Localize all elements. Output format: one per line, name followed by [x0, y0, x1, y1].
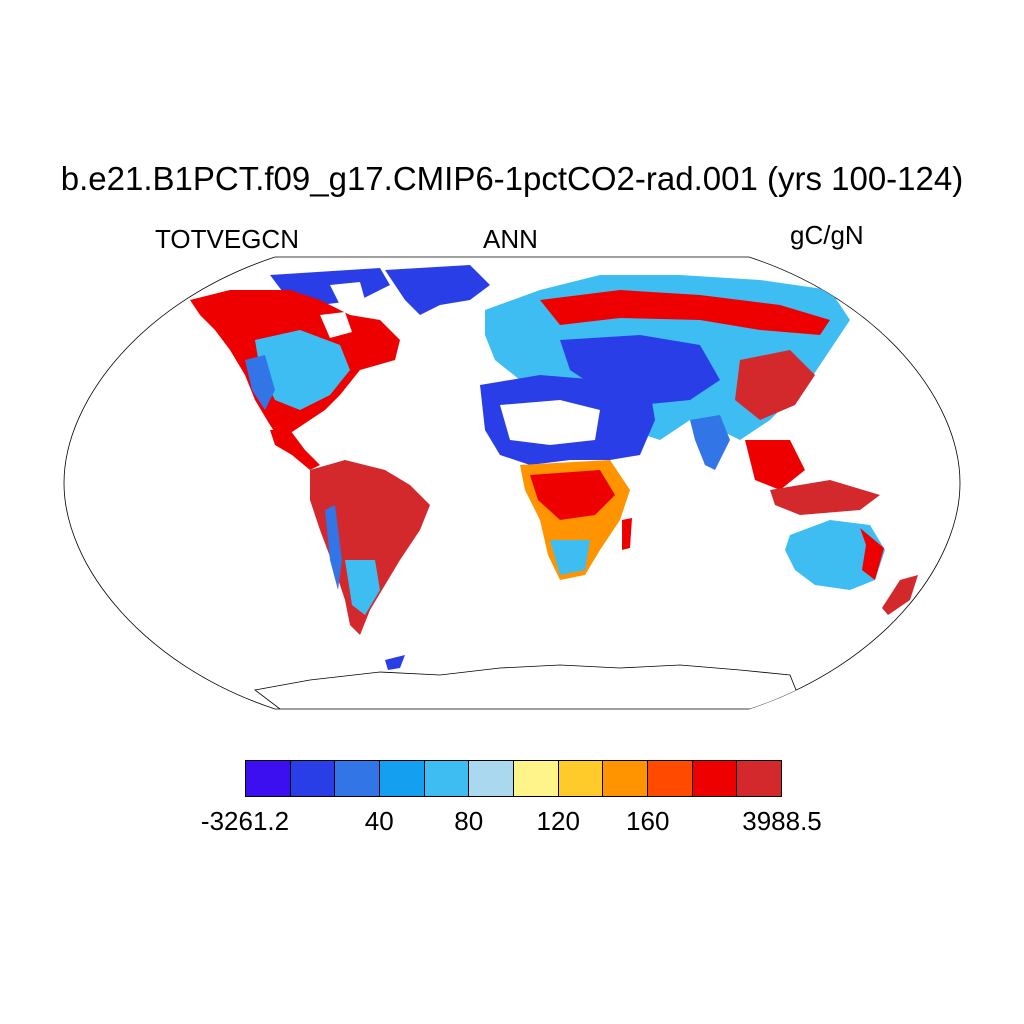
plot-title: b.e21.B1PCT.f09_g17.CMIP6-1pctCO2-rad.00… — [60, 160, 964, 197]
na-west — [245, 355, 275, 410]
colorbar-label: -3261.2 — [200, 806, 290, 836]
colorbar-cell — [603, 761, 649, 796]
colorbar-cell — [335, 761, 381, 796]
colorbar-cell — [469, 761, 515, 796]
boreal-belt — [540, 290, 830, 335]
colorbar-cell — [246, 761, 291, 796]
madagascar — [622, 518, 632, 550]
variable-label: TOTVEGCN — [155, 224, 299, 254]
colorbar-label: 120 — [536, 806, 580, 836]
period-label: ANN — [483, 224, 538, 254]
sa-andes — [325, 505, 342, 590]
antarctic-peninsula — [385, 655, 405, 670]
colorbar-cell — [514, 761, 559, 796]
india — [690, 415, 730, 470]
greenland — [385, 265, 490, 315]
colorbar-cell — [692, 761, 738, 796]
new-zealand — [882, 575, 918, 615]
colorbar-cell — [737, 761, 782, 796]
australia — [785, 520, 885, 590]
east-asia — [735, 350, 815, 420]
units-label: gC/gN — [790, 220, 864, 250]
arctic-islands-white — [330, 282, 365, 305]
colorbar-label: 3988.5 — [742, 806, 822, 836]
colorbar-cell — [424, 761, 470, 796]
colorbar-label: 40 — [364, 806, 394, 836]
australia-coast — [860, 528, 884, 580]
colorbar — [245, 760, 782, 797]
africa-tropics — [530, 470, 615, 520]
hudson-bay — [320, 312, 352, 338]
colorbar-cell — [290, 761, 336, 796]
south-america — [310, 460, 430, 635]
southeast-asia — [745, 440, 805, 490]
colorbar-cell — [648, 761, 693, 796]
africa-southern-blue — [550, 540, 590, 575]
colorbar-cell — [380, 761, 425, 796]
colorbar-label: 80 — [454, 806, 484, 836]
colorbar-cell — [558, 761, 604, 796]
colorbar-label: 160 — [626, 806, 670, 836]
indonesia — [770, 480, 880, 515]
na-interior — [255, 330, 350, 410]
sa-south — [345, 560, 380, 615]
central-america — [270, 430, 320, 470]
sahara-nodata — [500, 400, 600, 445]
